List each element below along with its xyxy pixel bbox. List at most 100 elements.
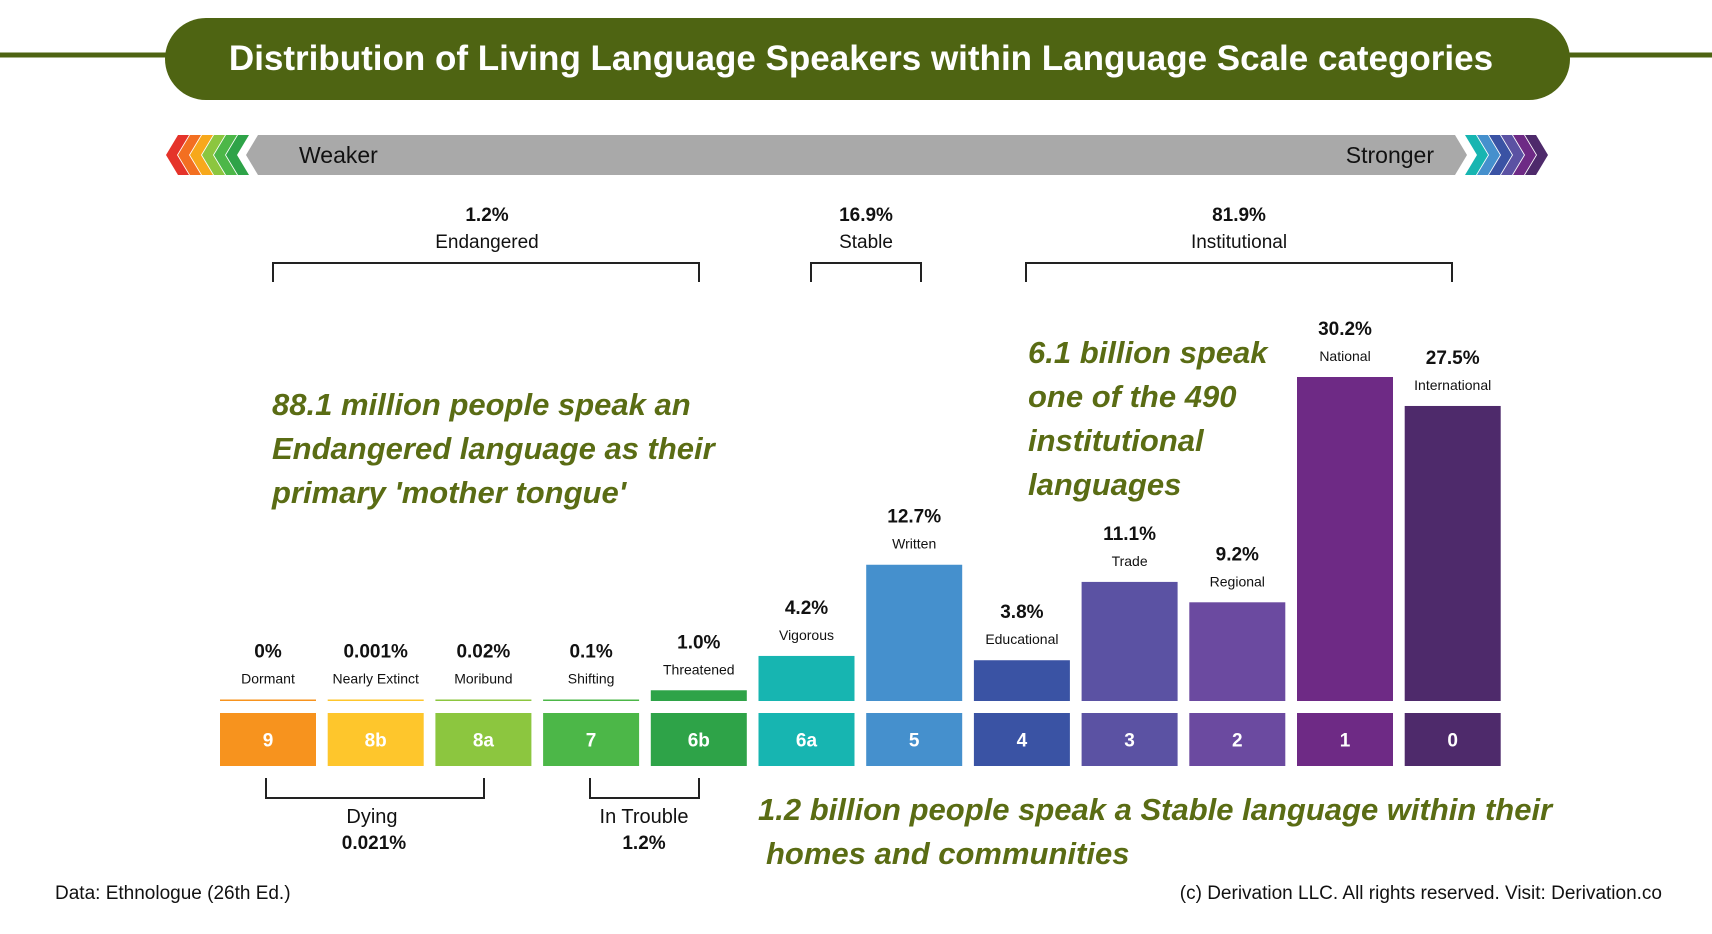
bar-tile xyxy=(973,713,1070,766)
group-name: In Trouble xyxy=(600,806,689,828)
scale-right-chevrons xyxy=(1465,135,1548,175)
annotation-line: primary 'mother tongue' xyxy=(271,475,628,510)
bar-category-name: Vigorous xyxy=(779,627,834,643)
annotation-line: Endangered language as their xyxy=(272,431,717,466)
bar-value-label: 11.1% xyxy=(1103,524,1156,545)
annotation-line: homes and communities xyxy=(766,836,1129,871)
bar xyxy=(866,564,963,701)
tick-label: 5 xyxy=(909,731,920,752)
stronger-label: Stronger xyxy=(1346,142,1435,168)
annotation-endangered: 88.1 million people speak an Endangered … xyxy=(271,387,717,510)
tick-label: 2 xyxy=(1232,731,1243,752)
bar-category-name: Shifting xyxy=(568,671,615,687)
bar-series: Dormant 0% 9 Nearly Extinct 0.001% 8b Moribund… xyxy=(220,319,1501,766)
group-institutional: 81.9% Institutional xyxy=(1025,205,1453,282)
annotation-institutional: 6.1 billion speak one of the 490 institu… xyxy=(1028,335,1269,502)
bar-tile xyxy=(1404,713,1501,766)
bar-category-name: National xyxy=(1319,348,1370,364)
title-banner xyxy=(165,18,1570,100)
tick-label: 0 xyxy=(1447,731,1458,752)
bar xyxy=(1404,405,1501,701)
scale-bar: Weaker Stronger xyxy=(166,135,1548,175)
bar xyxy=(1297,377,1393,701)
bar xyxy=(1081,581,1178,701)
group-stable: 16.9% Stable xyxy=(810,205,922,282)
bar-value-label: 27.5% xyxy=(1426,348,1480,369)
annotation-line: 1.2 billion people speak a Stable langua… xyxy=(758,792,1554,827)
bar xyxy=(435,699,532,701)
bar-value-label: 0.1% xyxy=(569,642,612,663)
group-in-trouble: In Trouble 1.2% xyxy=(589,778,700,854)
bar-tile xyxy=(327,713,424,766)
group-name: Stable xyxy=(839,232,893,253)
bar-value-label: 30.2% xyxy=(1318,319,1372,340)
tick-label: 8a xyxy=(473,731,495,752)
bar-tile xyxy=(1297,713,1393,766)
chart-title: Distribution of Living Language Speakers… xyxy=(229,39,1493,78)
copyright-note: (c) Derivation LLC. All rights reserved.… xyxy=(1180,883,1662,904)
annotation-line: one of the 490 xyxy=(1028,379,1236,414)
weaker-label: Weaker xyxy=(299,142,378,168)
bar-category-name: Dormant xyxy=(241,671,295,687)
annotation-line: institutional xyxy=(1028,423,1205,458)
bar-value-label: 3.8% xyxy=(1000,602,1043,623)
tick-label: 6a xyxy=(796,731,818,752)
bar xyxy=(327,699,424,701)
bar-tile xyxy=(758,713,855,766)
tick-label: 3 xyxy=(1124,731,1135,752)
group-bracket xyxy=(265,778,485,799)
group-bracket xyxy=(1025,262,1453,282)
tick-label: 8b xyxy=(365,731,387,752)
annotation-line: 6.1 billion speak xyxy=(1028,335,1269,370)
bar-tile xyxy=(1189,713,1286,766)
bar-value-label: 4.2% xyxy=(785,598,828,619)
annotation-stable: 1.2 billion people speak a Stable langua… xyxy=(758,792,1554,871)
group-percent: 1.2% xyxy=(465,205,508,226)
bar-value-label: 9.2% xyxy=(1216,544,1259,565)
bar-value-label: 0.02% xyxy=(456,642,510,663)
bar xyxy=(973,660,1070,701)
group-percent: 16.9% xyxy=(839,205,893,226)
bar-value-label: 12.7% xyxy=(887,507,941,528)
scale-left-chevrons xyxy=(166,135,249,175)
tick-label: 4 xyxy=(1017,731,1028,752)
bar-category-name: Nearly Extinct xyxy=(333,671,419,687)
tick-label: 6b xyxy=(688,731,710,752)
bar-tile xyxy=(543,713,640,766)
bar-category-name: Threatened xyxy=(663,661,735,677)
bar-category-name: Moribund xyxy=(454,671,512,687)
bar xyxy=(220,699,316,701)
bar-tile xyxy=(866,713,963,766)
group-dying: Dying 0.021% xyxy=(265,778,485,854)
group-name: Institutional xyxy=(1191,232,1287,253)
bar xyxy=(543,699,640,701)
bar xyxy=(758,655,855,701)
group-bracket xyxy=(810,262,922,282)
scale-gradient-bar xyxy=(246,135,1467,175)
bar-tile xyxy=(650,713,747,766)
source-note: Data: Ethnologue (26th Ed.) xyxy=(55,883,291,904)
bar-tile xyxy=(220,713,316,766)
group-bracket xyxy=(272,262,700,282)
tick-label: 9 xyxy=(263,731,274,752)
bar-category-name: Educational xyxy=(985,631,1058,647)
group-percent: 1.2% xyxy=(622,833,665,854)
bar-value-label: 0.001% xyxy=(343,642,408,663)
bar-value-label: 1.0% xyxy=(677,632,720,653)
tick-label: 1 xyxy=(1340,731,1351,752)
bar-value-label: 0% xyxy=(254,642,282,663)
annotation-line: 88.1 million people speak an xyxy=(272,387,691,422)
group-name: Endangered xyxy=(435,232,539,253)
group-endangered: 1.2% Endangered xyxy=(272,205,700,282)
bar-category-name: Written xyxy=(892,536,936,552)
annotation-line: languages xyxy=(1028,467,1181,502)
bar-category-name: International xyxy=(1414,377,1491,393)
bar-tile xyxy=(435,713,532,766)
group-name: Dying xyxy=(346,806,397,828)
group-percent: 81.9% xyxy=(1212,205,1266,226)
bar xyxy=(650,690,747,701)
group-bracket xyxy=(589,778,700,799)
bar xyxy=(1189,602,1286,701)
